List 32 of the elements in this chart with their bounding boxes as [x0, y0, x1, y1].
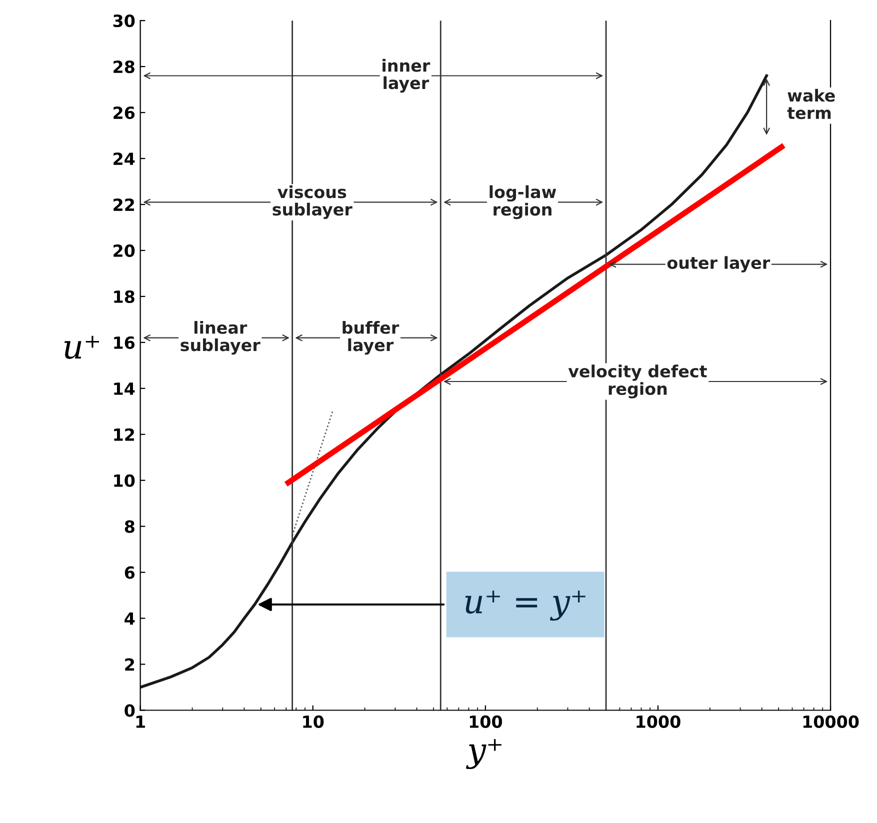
y-tick-label: 8: [124, 520, 134, 533]
annotation: log-law region: [490, 185, 556, 220]
y-tick-label: 14: [114, 382, 135, 395]
y-tick-label: 12: [114, 428, 134, 441]
y-tick-label: 0: [124, 704, 135, 717]
annotation: u⁺ = y⁺: [465, 590, 586, 621]
y-tick-label: 16: [114, 336, 135, 349]
x-tick-label: 10000: [803, 715, 859, 728]
y-tick-label: 22: [114, 198, 134, 211]
y-tick-label: 10: [114, 474, 135, 487]
y-tick-label: 28: [114, 60, 134, 74]
annotation: buffer layer: [342, 320, 400, 355]
x-tick-label: 1000: [636, 715, 680, 728]
y-tick-label: 30: [113, 14, 135, 28]
y-tick-label: 2: [125, 658, 134, 671]
y-tick-label: 6: [124, 566, 135, 579]
annotation: viscous sublayer: [272, 185, 352, 220]
y-tick-label: 4: [124, 612, 135, 625]
x-tick-label: 100: [470, 715, 502, 728]
x-axis-title: y⁺: [466, 739, 502, 770]
annotation: wake term: [787, 88, 835, 120]
y-axis-title: u⁺: [64, 336, 100, 359]
x-tick-label: 10: [303, 715, 324, 728]
annotation: linear sublayer: [180, 320, 260, 355]
annotation: velocity defect region: [568, 364, 707, 398]
y-tick-label: 18: [114, 290, 134, 304]
y-tick-label: 20: [114, 244, 135, 258]
y-tick-label: 26: [114, 106, 135, 120]
annotation: outer layer: [667, 256, 770, 272]
x-tick-label: 1: [136, 716, 145, 728]
y-tick-label: 24: [114, 152, 135, 165]
annotation: inner layer: [382, 58, 430, 93]
